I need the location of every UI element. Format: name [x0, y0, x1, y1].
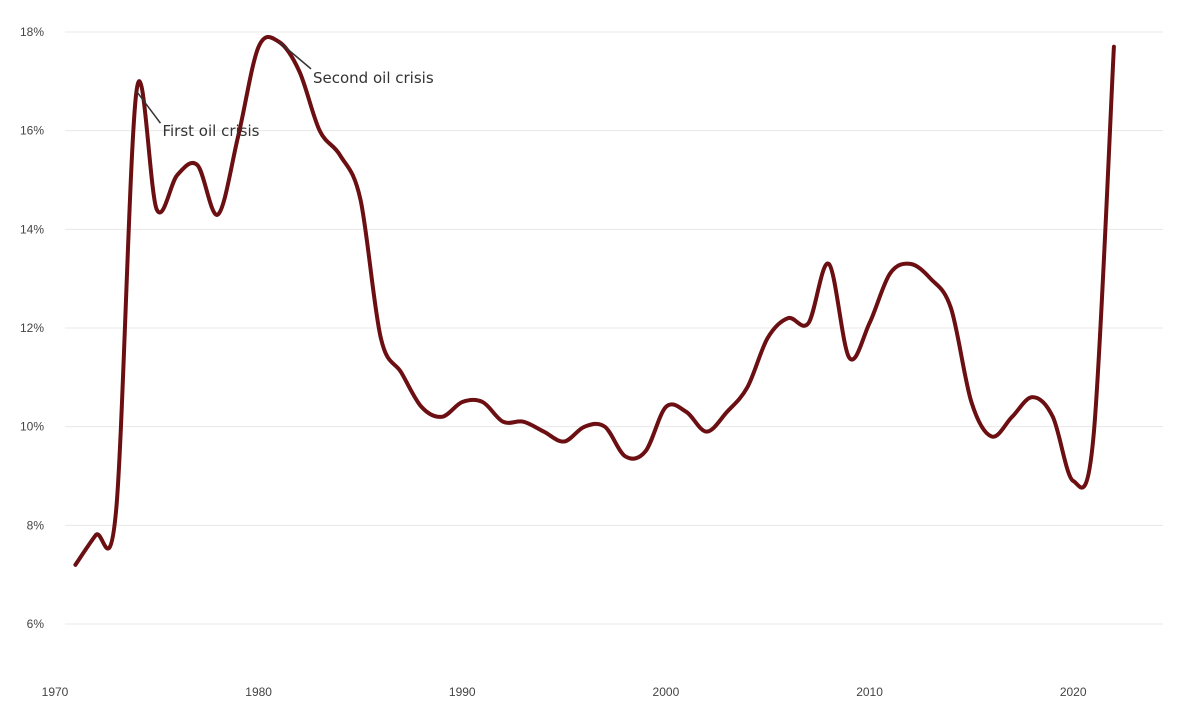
y-axis-ticks: 6% 8% 10% 12% 14% 16% 18%: [20, 25, 44, 631]
data-point: [216, 213, 220, 217]
annotation-label: First oil crisis: [162, 122, 259, 140]
series-line: [73, 34, 1116, 567]
x-tick-label: 2010: [856, 685, 883, 699]
data-point: [1112, 45, 1116, 49]
y-tick-label: 12%: [20, 321, 44, 335]
data-point: [725, 410, 729, 414]
data-point: [1010, 415, 1014, 419]
data-point: [766, 336, 770, 340]
x-tick-label: 2000: [653, 685, 680, 699]
data-point: [684, 410, 688, 414]
data-point: [542, 430, 546, 434]
y-tick-label: 10%: [20, 420, 44, 434]
data-point: [807, 321, 811, 325]
gridlines: [65, 31, 1163, 625]
data-point: [929, 277, 933, 281]
data-point: [705, 430, 709, 434]
data-point: [1092, 435, 1096, 439]
data-point: [114, 509, 118, 513]
data-point: [521, 420, 525, 424]
data-point: [338, 153, 342, 157]
data-point: [175, 173, 179, 177]
data-point: [827, 262, 831, 266]
data-point: [155, 208, 159, 212]
data-point: [623, 454, 627, 458]
data-point: [440, 415, 444, 419]
data-point: [990, 435, 994, 439]
data-point: [318, 129, 322, 133]
y-tick-label: 14%: [20, 222, 44, 236]
data-point: [73, 563, 77, 567]
x-tick-label: 1980: [245, 685, 272, 699]
y-tick-label: 8%: [27, 518, 45, 532]
data-point: [888, 272, 892, 276]
series-layer: [73, 34, 1116, 567]
data-point: [1071, 479, 1075, 483]
data-point: [257, 45, 261, 49]
data-point: [745, 385, 749, 389]
x-tick-label: 1990: [449, 685, 476, 699]
data-point: [583, 425, 587, 429]
x-axis-ticks: 1970 1980 1990 2000 2010 2020: [42, 685, 1087, 699]
annotation-leader-line: [278, 41, 312, 70]
data-point: [664, 405, 668, 409]
data-point: [1031, 395, 1035, 399]
data-point: [969, 400, 973, 404]
data-point: [379, 336, 383, 340]
data-point: [481, 400, 485, 404]
y-tick-label: 18%: [20, 25, 44, 39]
data-point: [399, 370, 403, 374]
data-point: [847, 356, 851, 360]
annotation-leader-line: [135, 90, 162, 124]
data-point: [94, 533, 98, 537]
annotations: First oil crisis Second oil crisis: [135, 41, 434, 140]
data-point: [949, 306, 953, 310]
data-point: [562, 440, 566, 444]
annotation-label: Second oil crisis: [313, 69, 434, 87]
data-point: [460, 400, 464, 404]
data-point: [786, 316, 790, 320]
y-tick-label: 16%: [20, 124, 44, 138]
data-point: [868, 321, 872, 325]
x-tick-label: 2020: [1060, 685, 1087, 699]
data-point: [603, 425, 607, 429]
data-point: [420, 405, 424, 409]
data-point: [644, 449, 648, 453]
data-point: [501, 420, 505, 424]
data-point: [1051, 415, 1055, 419]
data-point: [297, 70, 301, 74]
data-point: [359, 198, 363, 202]
y-tick-label: 6%: [27, 617, 45, 631]
data-point: [908, 262, 912, 266]
data-point: [196, 163, 200, 167]
x-tick-label: 1970: [42, 685, 69, 699]
